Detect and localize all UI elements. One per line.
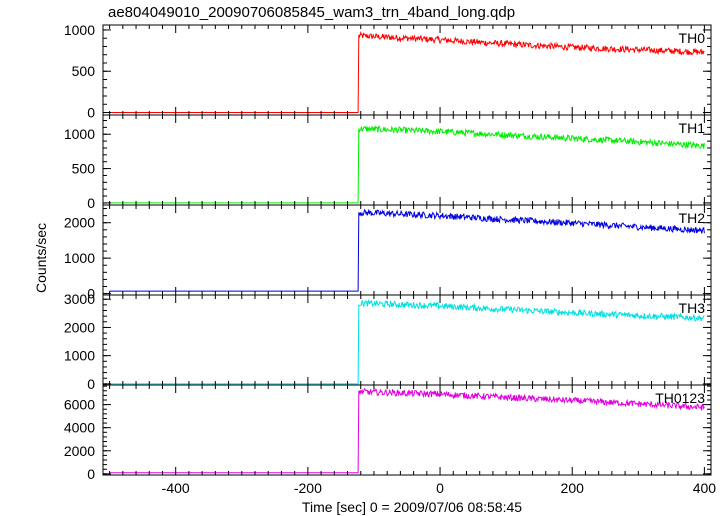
- y-tick-label: 1000: [64, 126, 95, 142]
- y-tick-label: 500: [72, 63, 96, 79]
- series-th2: [109, 208, 705, 292]
- panel-label: TH1: [679, 120, 706, 136]
- series-th0: [109, 30, 705, 113]
- panels-group: 0 500 1000 TH0 0 500 1000 TH1 0 1000 2000 TH2 0 1000 2…: [64, 22, 712, 482]
- x-tick-label: -400: [162, 480, 190, 496]
- y-tick-label: 1000: [64, 22, 95, 38]
- series-th0123: [109, 387, 705, 474]
- panel-th0123: 0 2000 4000 6000 TH0123: [64, 384, 712, 482]
- series-th3: [109, 299, 705, 385]
- panel-th0: 0 500 1000 TH0: [64, 22, 712, 121]
- y-tick-label: 2000: [64, 215, 95, 231]
- x-tick-label: 400: [693, 480, 717, 496]
- panel-frame: [102, 114, 712, 206]
- y-tick-label: 1000: [64, 250, 95, 266]
- y-tick-label: 0: [87, 466, 95, 482]
- panel-th1: 0 500 1000 TH1: [64, 114, 712, 211]
- x-tick-label: 0: [436, 480, 444, 496]
- panel-label: TH0: [679, 30, 706, 46]
- panel-frame: [102, 294, 712, 386]
- chart-title: ae804049010_20090706085845_wam3_trn_4ban…: [108, 4, 515, 21]
- y-tick-label: 0: [87, 376, 95, 392]
- panel-th2: 0 1000 2000 TH2: [64, 204, 712, 302]
- y-tick-label: 3000: [64, 291, 95, 307]
- y-tick-label: 6000: [64, 397, 95, 413]
- x-axis-label: Time [sec] 0 = 2009/07/06 08:58:45: [302, 499, 522, 515]
- series-th1: [109, 124, 705, 204]
- y-tick-label: 2000: [64, 443, 95, 459]
- x-tick-label: -200: [294, 480, 322, 496]
- panel-label: TH3: [679, 300, 706, 316]
- x-axis: -400 -200 0 200 400: [162, 480, 717, 496]
- y-tick-label: 0: [87, 286, 95, 302]
- y-tick-label: 1000: [64, 348, 95, 364]
- y-tick-label: 0: [87, 195, 95, 211]
- y-axis-label: Counts/sec: [33, 223, 49, 293]
- panel-th3: 0 1000 2000 3000 TH3: [64, 291, 712, 392]
- y-tick-label: 4000: [64, 420, 95, 436]
- panel-label: TH2: [679, 210, 706, 226]
- y-tick-label: 0: [87, 105, 95, 121]
- x-tick-label: 200: [561, 480, 585, 496]
- panel-label: TH0123: [655, 390, 705, 406]
- y-tick-label: 2000: [64, 319, 95, 335]
- panel-frame: [102, 384, 712, 476]
- y-tick-label: 500: [72, 161, 96, 177]
- panel-frame: [102, 204, 712, 296]
